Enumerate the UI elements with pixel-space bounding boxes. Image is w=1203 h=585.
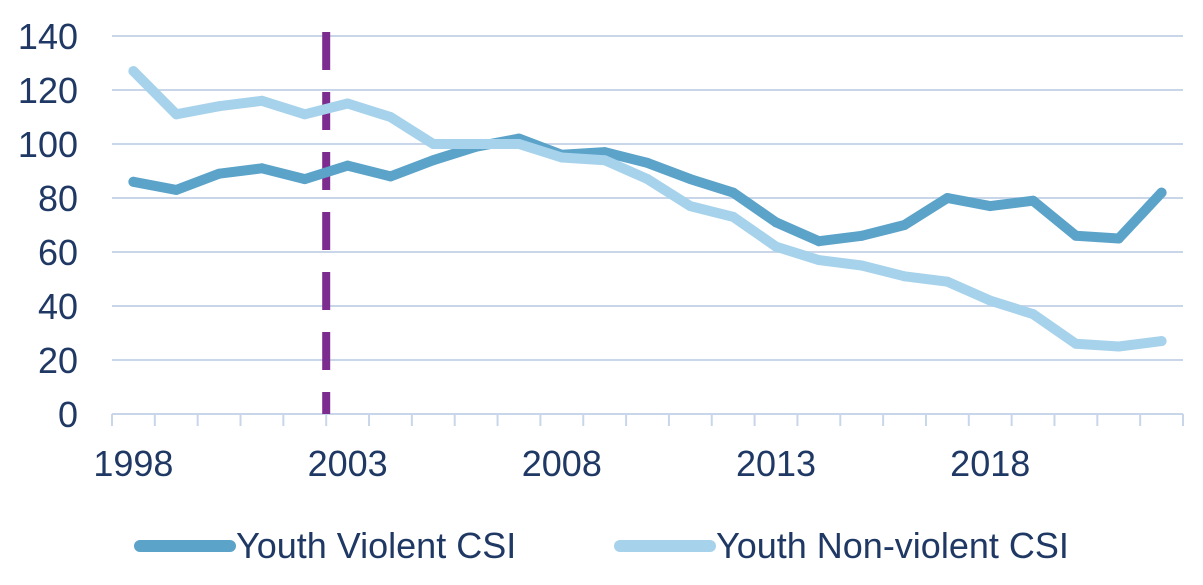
data-point bbox=[171, 109, 182, 120]
data-point bbox=[728, 187, 739, 198]
data-point bbox=[128, 66, 139, 77]
data-point bbox=[299, 109, 310, 120]
y-tick-label: 80 bbox=[38, 178, 78, 219]
data-point bbox=[299, 174, 310, 185]
x-axis: 1998 2003 2008 2013 2018 bbox=[93, 413, 1184, 484]
series-line-0 bbox=[128, 133, 1167, 247]
data-point bbox=[428, 155, 439, 166]
data-point bbox=[342, 160, 353, 171]
data-point bbox=[513, 139, 524, 149]
data-point bbox=[771, 217, 782, 228]
legend-label: Youth Violent CSI bbox=[236, 525, 516, 566]
data-point bbox=[256, 95, 267, 106]
data-point bbox=[813, 255, 824, 266]
data-point bbox=[813, 236, 824, 247]
data-point bbox=[642, 157, 653, 168]
y-tick-label: 140 bbox=[18, 16, 78, 57]
data-point bbox=[599, 147, 610, 158]
data-point bbox=[899, 220, 910, 230]
gridlines bbox=[112, 35, 1183, 361]
y-tick-label: 40 bbox=[38, 286, 78, 327]
x-tick-label: 2008 bbox=[522, 443, 602, 484]
y-axis: 0 20 40 60 80 100 120 140 bbox=[18, 16, 78, 435]
legend-label: Youth Non-violent CSI bbox=[716, 525, 1069, 566]
series-lines bbox=[128, 66, 1167, 352]
data-point bbox=[856, 230, 867, 241]
data-point bbox=[214, 168, 225, 179]
data-point bbox=[856, 260, 867, 271]
data-point bbox=[985, 295, 996, 306]
data-point bbox=[1070, 230, 1081, 241]
y-tick-label: 0 bbox=[58, 394, 78, 435]
x-tick-label: 1998 bbox=[93, 443, 173, 484]
data-point bbox=[1156, 336, 1167, 347]
data-point bbox=[642, 174, 653, 185]
legend: Youth Violent CSI Youth Non-violent CSI bbox=[134, 525, 1069, 566]
data-point bbox=[428, 139, 439, 149]
data-point bbox=[171, 184, 182, 195]
data-point bbox=[214, 101, 225, 112]
y-tick-label: 20 bbox=[38, 340, 78, 381]
y-tick-label: 120 bbox=[18, 70, 78, 111]
data-point bbox=[256, 163, 267, 174]
data-point bbox=[899, 271, 910, 282]
data-point bbox=[1113, 233, 1124, 244]
y-tick-label: 100 bbox=[18, 124, 78, 165]
data-point bbox=[1113, 341, 1124, 352]
data-point bbox=[1156, 187, 1167, 198]
data-point bbox=[385, 171, 396, 182]
data-point bbox=[1028, 195, 1039, 206]
data-point bbox=[685, 174, 696, 185]
data-point bbox=[728, 211, 739, 222]
x-tick-label: 2018 bbox=[950, 443, 1030, 484]
x-tick-label: 2013 bbox=[736, 443, 816, 484]
data-point bbox=[599, 155, 610, 166]
data-point bbox=[128, 176, 139, 187]
data-point bbox=[985, 201, 996, 212]
data-point bbox=[942, 193, 953, 203]
data-point bbox=[942, 276, 953, 287]
data-point bbox=[385, 112, 396, 122]
y-tick-label: 60 bbox=[38, 232, 78, 273]
data-point bbox=[1070, 338, 1081, 349]
data-point bbox=[471, 139, 482, 149]
data-point bbox=[556, 152, 567, 163]
x-tick-label: 2003 bbox=[308, 443, 388, 484]
data-point bbox=[685, 201, 696, 212]
data-point bbox=[1028, 309, 1039, 320]
data-point bbox=[342, 98, 353, 109]
data-point bbox=[771, 241, 782, 252]
